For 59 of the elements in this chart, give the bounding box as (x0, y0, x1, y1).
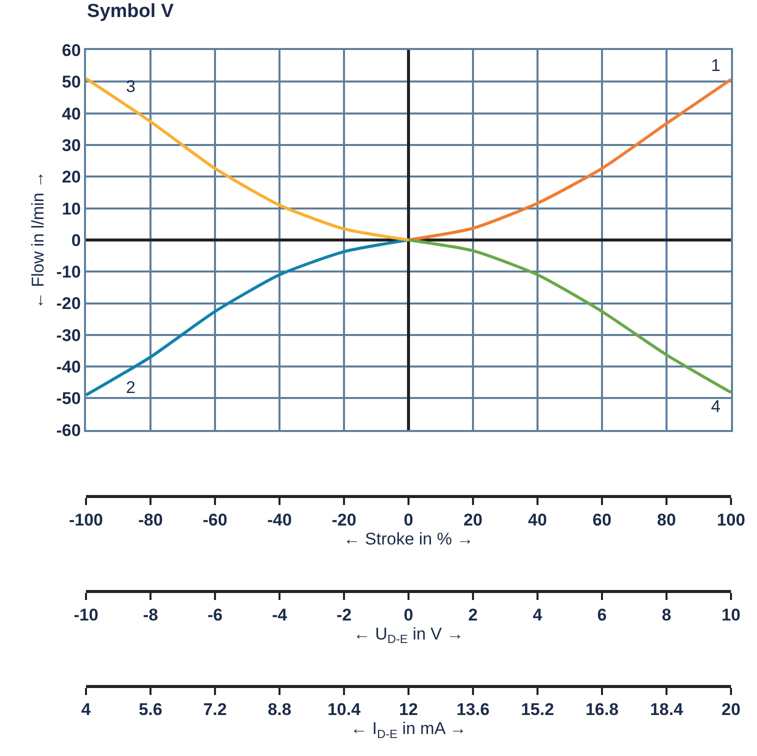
text: ← I$_{D-E}$ in mA → (350, 719, 466, 741)
text: ← U$_{D-E}$ in V → (353, 624, 464, 646)
x-tick-label: 0 (404, 510, 414, 530)
series-label: 4 (711, 397, 720, 416)
y-tick-label: 0 (71, 230, 81, 250)
text: 0 (404, 606, 414, 625)
x-tick-label: 40 (528, 510, 547, 530)
text: 5.6 (138, 700, 162, 720)
y-tick-label: 50 (62, 72, 81, 92)
x-tick-label: -60 (202, 510, 228, 530)
y-tick-label: 60 (62, 41, 81, 60)
text: -4 (272, 606, 288, 625)
y-tick-label: 10 (62, 199, 81, 218)
y-tick-label: -60 (56, 420, 81, 440)
text: 7.2 (203, 700, 227, 720)
text: 12 (399, 700, 418, 720)
y-tick-label: -30 (56, 326, 81, 345)
x-tick-label: -20 (332, 510, 356, 530)
x-tick-label: -100 (68, 510, 104, 530)
text: -2 (336, 606, 352, 625)
text: 8.8 (268, 700, 292, 720)
text: -6 (207, 606, 223, 625)
text: 10.4 (327, 700, 362, 720)
series-label: 3 (126, 77, 136, 96)
line-series (407, 238, 731, 394)
y-tick-label: -50 (56, 389, 81, 408)
x-axis-title: ← Stroke in % → (343, 529, 474, 548)
text: 15.2 (520, 700, 554, 720)
text: 13.6 (456, 700, 490, 720)
text: 8 (662, 606, 672, 625)
text: 10 (722, 606, 740, 625)
text: -8 (142, 606, 158, 625)
series-label: 1 (711, 56, 720, 75)
text: -10 (74, 606, 98, 625)
text: 18.4 (650, 700, 684, 720)
text: 4 (81, 700, 92, 720)
x-tick-label: 20 (464, 510, 482, 530)
line-series (86, 77, 410, 242)
text: 6 (597, 606, 607, 625)
y-tick-label: 30 (62, 136, 81, 155)
text: 20 (722, 700, 740, 720)
line-series (407, 78, 731, 242)
text: 4 (532, 606, 543, 625)
x-tick-label: 100 (716, 510, 746, 530)
line-series (86, 238, 410, 397)
text: 2 (468, 606, 478, 625)
series-label: 2 (126, 378, 136, 397)
y-tick-label: -10 (56, 262, 81, 282)
chart-title: Symbol V (87, 1, 174, 22)
x-tick-label: -80 (138, 510, 163, 530)
y-axis-title: ← Flow in l/min → (28, 170, 48, 309)
y-tick-label: 20 (62, 168, 81, 187)
x-tick-label: -40 (267, 510, 292, 530)
y-tick-label: -40 (56, 358, 81, 377)
x-tick-label: 60 (592, 510, 612, 530)
y-tick-label: -20 (56, 294, 81, 314)
y-tick-label: 40 (62, 104, 81, 124)
text: 16.8 (585, 700, 619, 720)
x-tick-label: 80 (657, 510, 676, 530)
